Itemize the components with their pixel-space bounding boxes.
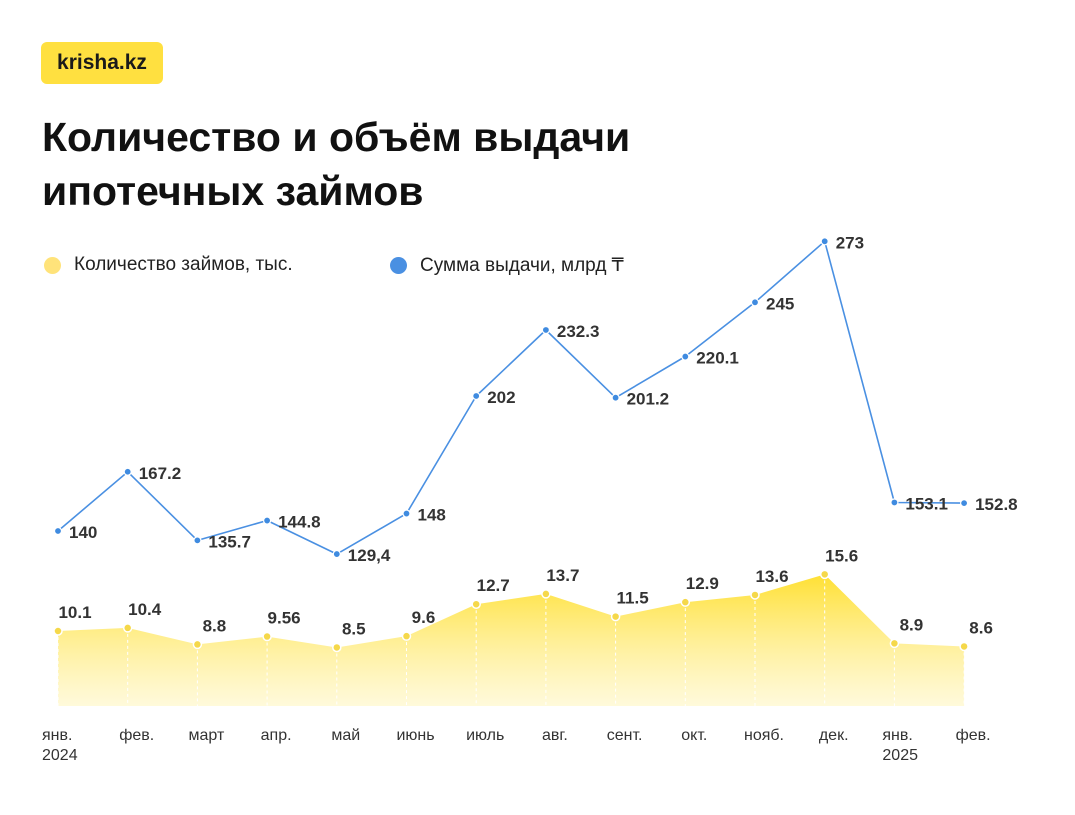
x-tick-label: янв. 2025 — [882, 727, 918, 764]
sum-data-label: 152.8 — [975, 495, 1018, 514]
x-tick-label: окт. — [681, 727, 707, 744]
sum-point — [472, 391, 481, 401]
sum-point — [611, 393, 620, 402]
x-tick-label: авг. — [542, 727, 568, 744]
sum-point — [541, 325, 551, 335]
sum-data-label: 245 — [766, 294, 794, 313]
count-data-label: 13.7 — [546, 566, 579, 585]
title-line-1: Количество и объём выдачи — [42, 114, 631, 160]
sum-point — [263, 516, 272, 525]
count-point — [262, 631, 272, 642]
count-data-label: 9.6 — [412, 608, 436, 627]
x-tick-label: сент. — [607, 727, 643, 744]
sum-point — [402, 509, 411, 518]
count-area — [58, 574, 965, 706]
sum-data-label: 140 — [69, 523, 97, 542]
x-tick-label: май — [331, 727, 360, 744]
count-data-label: 12.7 — [477, 576, 510, 595]
sum-point — [332, 549, 341, 559]
count-point — [53, 626, 63, 636]
sum-data-label: 273 — [836, 233, 864, 252]
x-tick-label: март — [189, 727, 225, 744]
sum-point — [890, 498, 899, 507]
count-data-label: 10.4 — [128, 600, 162, 619]
legend-label-sum: Сумма выдачи, млрд ₸ — [420, 255, 624, 276]
count-point — [401, 631, 412, 641]
sum-point — [820, 237, 829, 246]
sum-line — [57, 240, 965, 555]
count-data-label: 11.5 — [617, 589, 649, 608]
legend-item-count: Количество займов, тыс. — [44, 254, 293, 276]
count-data-label: 8.6 — [969, 618, 993, 637]
count-point — [819, 569, 830, 580]
count-data-label: 15.6 — [825, 546, 858, 565]
x-tick-label: нояб. — [744, 727, 784, 744]
count-data-label: 8.8 — [203, 616, 227, 635]
count-point — [889, 638, 900, 649]
title-line-2: ипотечных займов — [42, 168, 424, 214]
x-tick-label: апр. — [261, 727, 292, 744]
legend-label-count: Количество займов, тыс. — [74, 254, 293, 275]
sum-point — [750, 298, 760, 307]
sum-data-label: 135.7 — [208, 532, 251, 551]
count-point — [750, 590, 760, 600]
count-data-label: 8.9 — [900, 615, 924, 634]
x-tick-label: июнь — [396, 727, 434, 744]
sum-point — [193, 536, 202, 545]
sum-point — [53, 526, 63, 536]
count-data-label: 10.1 — [58, 603, 91, 622]
x-tick-label: фев. — [119, 727, 154, 744]
count-data-label: 12.9 — [686, 574, 719, 593]
count-data-label: 13.6 — [755, 567, 788, 586]
sum-data-label: 148 — [418, 506, 446, 525]
sum-point — [123, 467, 132, 476]
count-point — [471, 599, 481, 609]
legend-item-sum: Сумма выдачи, млрд ₸ — [390, 254, 624, 277]
count-data-label: 9.56 — [268, 609, 301, 628]
sum-data-label: 129,4 — [348, 546, 391, 565]
count-point — [680, 597, 691, 607]
sum-data-label: 201.2 — [627, 390, 670, 409]
blue-dot-icon — [390, 257, 407, 274]
sum-data-label: 144.8 — [278, 513, 321, 532]
sum-point — [681, 352, 690, 361]
x-tick-label: июль — [466, 727, 504, 744]
count-point — [332, 642, 342, 653]
count-point — [192, 639, 203, 650]
x-tick-label: янв. 2024 — [42, 727, 78, 764]
count-point — [610, 611, 621, 622]
count-point — [541, 589, 551, 599]
sum-data-label: 220.1 — [696, 349, 739, 368]
count-point — [959, 641, 969, 652]
sum-data-label: 202 — [487, 388, 515, 407]
yellow-dot-icon — [44, 256, 61, 274]
krisha-logo: krisha.kz — [41, 42, 163, 84]
count-point — [122, 623, 133, 633]
sum-data-label: 232.3 — [557, 322, 600, 341]
sum-data-label: 167.2 — [139, 464, 182, 483]
x-tick-label: фев. — [956, 727, 991, 744]
sum-point — [959, 499, 969, 508]
count-data-label: 8.5 — [342, 619, 366, 638]
sum-data-label: 153.1 — [905, 494, 948, 513]
page-title: Количество и объём выдачи ипотечных займ… — [42, 110, 630, 218]
x-tick-label: дек. — [819, 727, 849, 744]
